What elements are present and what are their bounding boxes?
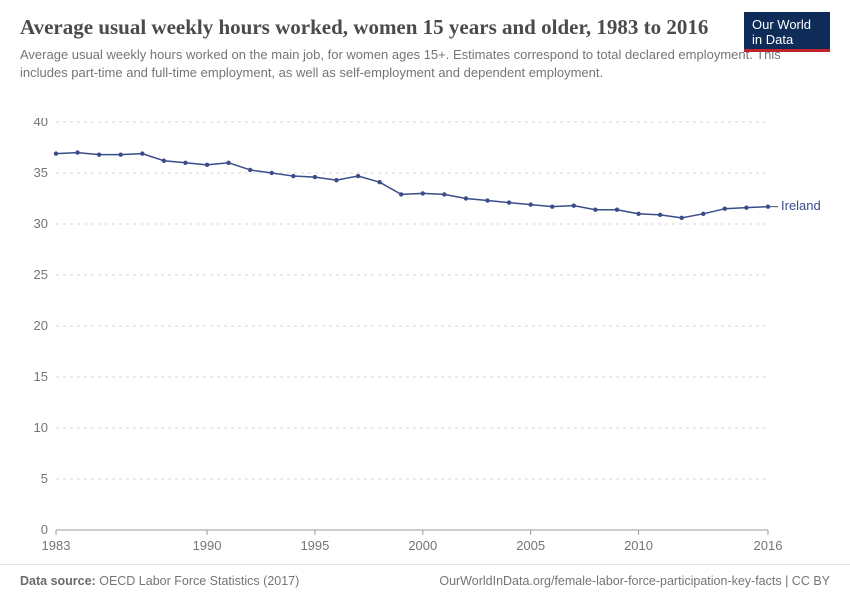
series-marker [485, 198, 489, 202]
series-marker [528, 202, 532, 206]
series-marker [270, 171, 274, 175]
series-marker [356, 174, 360, 178]
series-marker [205, 163, 209, 167]
series-label: Ireland [781, 198, 821, 213]
series-marker [54, 151, 58, 155]
source-label: Data source: [20, 574, 96, 588]
series-marker [97, 152, 101, 156]
series-marker [636, 212, 640, 216]
series-marker [183, 161, 187, 165]
y-tick-label: 35 [34, 165, 48, 180]
y-tick-label: 5 [41, 471, 48, 486]
series-marker [226, 161, 230, 165]
y-tick-label: 10 [34, 420, 48, 435]
chart-area: 0 5 10 15 20 25 30 35 40 1983 1990 1995 2000 2005 2010… [20, 118, 830, 556]
y-tick-label: 15 [34, 369, 48, 384]
x-tick-label: 1995 [300, 538, 329, 553]
series-marker [442, 192, 446, 196]
series-marker [399, 192, 403, 196]
series-marker [744, 205, 748, 209]
series-marker [162, 159, 166, 163]
footer-attribution: OurWorldInData.org/female-labor-force-pa… [439, 574, 830, 600]
chart-title: Average usual weekly hours worked, women… [20, 14, 720, 40]
series-marker [593, 208, 597, 212]
series-marker [615, 208, 619, 212]
y-tick-label: 20 [34, 318, 48, 333]
owid-logo: Our World in Data [744, 12, 830, 52]
series-marker [140, 151, 144, 155]
series-marker [119, 152, 123, 156]
series-marker [313, 175, 317, 179]
y-tick-label: 30 [34, 216, 48, 231]
x-tick-label: 2000 [408, 538, 437, 553]
series-marker [291, 174, 295, 178]
series-marker [464, 196, 468, 200]
x-tick-label: 1990 [193, 538, 222, 553]
footer-source: Data source: OECD Labor Force Statistics… [20, 574, 299, 600]
series-marker [679, 216, 683, 220]
source-text: OECD Labor Force Statistics (2017) [99, 574, 299, 588]
x-tick-label: 1983 [42, 538, 71, 553]
series-marker [75, 150, 79, 154]
x-tick-label: 2010 [624, 538, 653, 553]
series-marker [572, 203, 576, 207]
series-marker [334, 178, 338, 182]
series-marker [248, 168, 252, 172]
series-marker [658, 213, 662, 217]
y-tick-label: 40 [34, 118, 48, 129]
line-chart-svg: 0 5 10 15 20 25 30 35 40 1983 1990 1995 2000 2005 2010… [20, 118, 830, 556]
series-marker [766, 204, 770, 208]
series-marker [701, 212, 705, 216]
series-marker [723, 207, 727, 211]
series-marker [550, 204, 554, 208]
chart-header: Our World in Data Average usual weekly h… [0, 0, 850, 93]
logo-line1: Our World [752, 17, 811, 32]
x-tick-label: 2016 [754, 538, 783, 553]
y-tick-label: 0 [41, 522, 48, 537]
series-marker [377, 180, 381, 184]
chart-subtitle: Average usual weekly hours worked on the… [20, 46, 830, 82]
series-marker [421, 191, 425, 195]
logo-line2: in Data [752, 32, 793, 47]
y-tick-label: 25 [34, 267, 48, 282]
chart-footer: Data source: OECD Labor Force Statistics… [0, 564, 850, 600]
x-tick-label: 2005 [516, 538, 545, 553]
series-marker [507, 200, 511, 204]
